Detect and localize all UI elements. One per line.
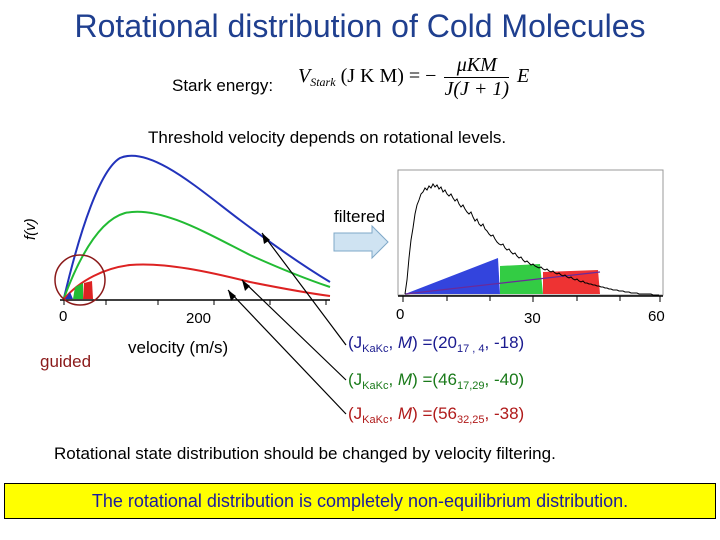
- formula-args: (J K M) =: [340, 65, 421, 88]
- formula-numerator: μKM: [444, 54, 510, 78]
- curve-red: [63, 263, 331, 300]
- pointer-arrow-1-head: [262, 233, 270, 244]
- left-plot-ylabel: f(v): [22, 218, 39, 240]
- formula-v: V: [298, 65, 311, 88]
- formula-minus: −: [425, 65, 437, 88]
- guided-fill-green: [73, 283, 83, 299]
- guided-fill-blue: [65, 292, 73, 299]
- right-fill-boundary: [404, 271, 601, 295]
- conclusion-banner: The rotational distribution is completel…: [4, 483, 716, 519]
- pointer-arrow-3-head: [228, 290, 236, 301]
- right-fill-green: [500, 264, 543, 294]
- guided-label: guided: [40, 352, 92, 371]
- state-label-3: (JKaKc, M) =(5632,25, -38): [348, 404, 525, 426]
- formula-v-sub: Stark: [310, 75, 336, 90]
- state-label-1: (JKaKc, M) =(2017 , 4, -18): [348, 333, 525, 355]
- threshold-text: Threshold velocity depends on rotational…: [148, 128, 507, 147]
- stark-energy-label: Stark energy:: [172, 76, 274, 95]
- right-fill-blue: [405, 258, 500, 294]
- stark-formula: VStark (J K M) = − μKM J(J + 1) E: [298, 54, 529, 101]
- filtered-arrow-icon: [333, 224, 389, 260]
- pointer-arrow-3: [227, 289, 347, 415]
- right-tick-60-label: 60: [648, 308, 665, 325]
- left-tick-0-label: 0: [59, 308, 68, 325]
- state-label-2: (JKaKc, M) =(4617,29, -40): [348, 370, 525, 392]
- guided-circle: [54, 254, 106, 306]
- page-title: Rotational distribution of Cold Molecule…: [74, 8, 646, 44]
- formula-e: E: [517, 65, 530, 88]
- pointer-arrow-2: [241, 279, 347, 381]
- right-fill-red: [543, 270, 600, 294]
- right-plot-curve: [404, 183, 659, 296]
- rotational-state-text: Rotational state distribution should be …: [54, 444, 556, 463]
- pointer-arrow-1: [261, 232, 347, 346]
- pointer-arrow-2-head: [242, 280, 250, 291]
- right-tick-30-label: 30: [524, 310, 541, 327]
- left-tick-200-label: 200: [186, 310, 212, 327]
- curve-blue: [63, 154, 331, 299]
- right-plot-frame: [397, 169, 664, 296]
- right-tick-0-label: 0: [396, 306, 405, 323]
- filtered-label: filtered: [334, 207, 386, 226]
- guided-fill-red: [83, 281, 93, 299]
- formula-denominator: J(J + 1): [444, 78, 510, 100]
- velocity-label: velocity (m/s): [128, 338, 229, 357]
- curve-green: [63, 210, 331, 299]
